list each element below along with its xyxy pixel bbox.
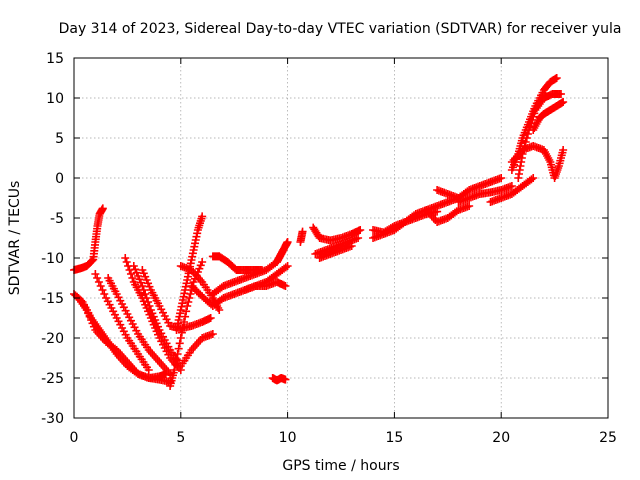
data-point	[257, 266, 266, 274]
data-point	[433, 207, 442, 216]
series-arc-28	[486, 174, 538, 206]
y-tick-label: -15	[41, 291, 64, 307]
data-point	[529, 112, 538, 121]
series-arc-9	[166, 258, 207, 390]
data-point	[529, 174, 538, 182]
series-arc-32	[507, 142, 568, 182]
data-point	[559, 98, 568, 106]
series-arc-17	[272, 238, 292, 266]
data-point	[198, 212, 207, 221]
data-point	[522, 134, 531, 142]
series-arc-27	[454, 182, 516, 206]
y-axis-tick-labels: -30 -25 -20 -15 -10 -5 0 5 10 15	[41, 51, 64, 427]
data-point	[172, 355, 181, 364]
data-point	[497, 174, 506, 182]
data-point	[196, 261, 205, 270]
data-point	[507, 182, 516, 190]
data-point	[122, 258, 131, 266]
y-tick-label: 10	[46, 91, 64, 107]
data-point	[552, 74, 561, 82]
data-point	[171, 360, 180, 369]
data-point	[176, 334, 185, 342]
series-arc-20	[309, 223, 365, 245]
y-tick-label: 5	[55, 131, 64, 147]
data-point	[206, 314, 215, 322]
data-points	[70, 74, 568, 390]
data-point	[177, 328, 186, 337]
data-point	[215, 306, 224, 314]
series-arc-26	[422, 202, 474, 226]
data-point	[465, 202, 474, 210]
y-tick-label: -20	[41, 331, 64, 347]
x-tick-label: 15	[385, 430, 403, 446]
data-point	[354, 234, 363, 242]
series-arc-4	[91, 270, 153, 374]
y-tick-label: -30	[41, 411, 64, 427]
data-point	[356, 226, 365, 234]
data-point	[557, 90, 566, 98]
series-arc-15	[208, 252, 224, 261]
series-arc-14	[215, 252, 266, 274]
data-point	[144, 366, 153, 374]
data-point	[347, 242, 356, 250]
series-arc-16	[240, 278, 290, 294]
data-point	[170, 366, 179, 374]
data-point	[281, 282, 290, 290]
series-arc-22	[315, 242, 356, 262]
x-tick-label: 10	[279, 430, 297, 446]
data-point	[131, 265, 140, 274]
data-point	[174, 344, 183, 353]
plot-frame	[73, 57, 609, 419]
data-point	[298, 227, 307, 236]
data-point	[180, 318, 189, 326]
series-arc-5	[104, 274, 175, 378]
y-tick-label: 15	[46, 51, 64, 67]
data-point	[215, 252, 224, 261]
series-arc-31	[529, 98, 568, 134]
axis-ticks	[73, 57, 609, 419]
series-arc-10	[172, 212, 207, 334]
data-point	[559, 146, 568, 154]
y-axis-label: SDTVAR / TECUs	[7, 181, 23, 296]
y-tick-label: -5	[50, 211, 64, 227]
data-point	[98, 204, 107, 213]
series-arc-7	[129, 262, 217, 370]
data-point	[126, 270, 135, 278]
data-point	[208, 330, 217, 338]
data-point	[88, 256, 97, 265]
data-point	[182, 307, 191, 316]
series-arc-18	[268, 374, 290, 385]
x-tick-label: 5	[176, 430, 185, 446]
data-point	[129, 262, 138, 270]
series-arc-19	[296, 227, 307, 246]
x-tick-label: 20	[492, 430, 510, 446]
data-point	[185, 294, 194, 302]
y-tick-label: -25	[41, 371, 64, 387]
data-point	[175, 339, 184, 348]
series-arc-1	[70, 204, 107, 274]
x-axis-tick-labels: 0 5 10 15 20 25	[70, 430, 617, 446]
data-point	[184, 298, 193, 306]
data-point	[528, 116, 537, 124]
data-point	[281, 375, 290, 384]
data-point	[521, 138, 530, 146]
data-point	[283, 262, 292, 270]
chart-title: Day 314 of 2023, Sidereal Day-to-day VTE…	[59, 21, 622, 37]
y-tick-label: 0	[55, 171, 64, 187]
data-point	[523, 130, 532, 138]
x-tick-label: 25	[599, 430, 617, 446]
data-point	[530, 109, 539, 118]
y-tick-label: -10	[41, 251, 64, 267]
x-tick-label: 0	[70, 430, 79, 446]
data-point	[198, 258, 207, 266]
data-point	[121, 254, 130, 262]
data-point	[195, 264, 204, 273]
x-axis-label: GPS time / hours	[282, 458, 399, 474]
data-point	[283, 238, 292, 246]
data-point	[173, 350, 182, 358]
